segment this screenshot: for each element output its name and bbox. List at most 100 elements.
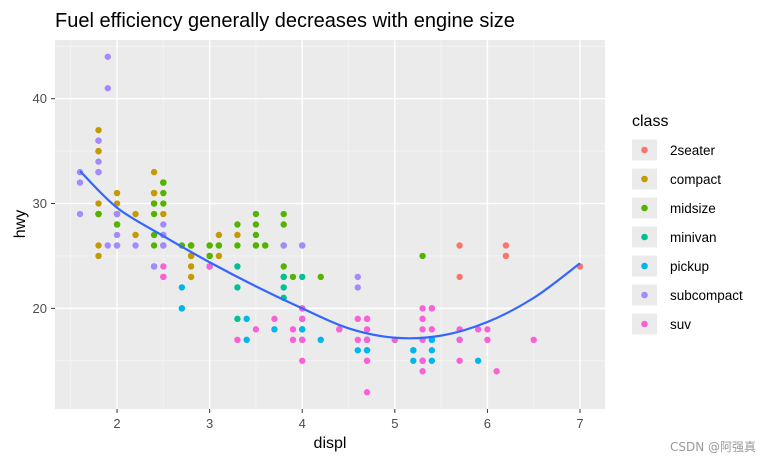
minor-gridlines [55,40,605,409]
data-point-midsize [160,179,167,186]
legend-label: minivan [670,230,717,245]
plot-panel [55,40,605,409]
data-point-compact [150,168,158,176]
legend-key-point [641,146,648,154]
data-point-suv [234,336,241,344]
data-point-subcompact [95,137,102,144]
data-point-minivan [280,284,287,291]
legend-label: 2seater [670,143,716,158]
data-point-midsize [215,242,223,249]
data-point-suv [363,336,371,344]
x-tick-label: 2 [113,416,120,431]
data-point-midsize [160,200,167,207]
data-point-suv [271,315,278,323]
legend-key-point [641,320,648,328]
legend-key-point [641,291,648,299]
legend-item-midsize: midsize [632,197,716,219]
data-point-suv [299,336,306,344]
data-point-suv [456,357,463,364]
legend-label: midsize [670,201,716,216]
data-point-subcompact [104,242,111,249]
data-point-compact [95,200,102,207]
data-point-subcompact [354,273,361,281]
x-axis-title: displ [314,435,347,452]
data-point-compact [187,252,195,260]
data-point-suv [419,368,426,375]
data-point-2seater [456,242,463,249]
data-point-suv [493,368,500,375]
legend-item-pickup: pickup [632,255,709,277]
data-point-pickup [428,347,436,354]
data-point-suv [456,336,463,344]
data-point-subcompact [104,53,111,60]
data-point-2seater [502,252,510,260]
legend-key-point [641,175,648,183]
data-point-midsize [150,231,158,239]
data-point-midsize [160,189,167,197]
data-point-midsize [206,242,213,249]
data-point-midsize [289,273,297,281]
data-point-subcompact [354,284,361,291]
data-point-suv [419,357,426,364]
data-point-suv [363,357,371,364]
data-point-subcompact [76,210,84,218]
data-point-suv [428,326,436,333]
legend: class 2seater compact midsize minivan pickup… [632,113,743,335]
data-point-2seater [502,242,510,249]
data-point-subcompact [150,263,158,270]
data-point-subcompact [160,242,167,249]
data-point-subcompact [113,231,121,239]
data-point-suv [289,326,297,333]
points-layer [76,53,584,396]
legend-item-compact: compact [632,168,721,190]
data-point-minivan [299,273,306,281]
x-tick-label: 7 [576,416,583,431]
data-point-midsize [280,221,287,228]
data-point-suv [428,305,436,312]
y-axis: 20 30 40 [33,91,55,316]
data-point-compact [113,189,121,197]
data-point-suv [419,315,426,323]
data-point-compact [150,189,158,197]
data-point-compact [160,210,167,218]
x-axis: 2 3 4 5 6 7 [113,409,584,431]
data-point-suv [289,336,297,344]
data-point-compact [95,147,102,155]
legend-key-point [641,204,648,212]
legend-item-2seater: 2seater [632,139,716,161]
trend-line [79,170,581,340]
data-point-suv [363,326,371,333]
data-point-pickup [410,347,417,354]
data-point-suv [419,326,426,333]
data-point-compact [187,263,195,270]
legend-key-point [641,233,648,241]
data-point-pickup [271,326,278,333]
y-tick-label: 40 [33,91,47,106]
data-point-suv [354,315,361,323]
legend-item-subcompact: subcompact [632,284,743,306]
data-point-pickup [474,357,482,364]
data-point-suv [363,315,371,323]
data-point-midsize [187,242,195,249]
data-point-minivan [234,284,241,291]
legend-title: class [632,113,668,130]
major-gridlines [55,40,605,409]
legend-items: 2seater compact midsize minivan pickup subcom… [632,139,743,335]
data-point-suv [299,315,306,323]
data-point-compact [95,126,102,134]
data-point-suv [206,263,213,270]
data-point-subcompact [132,242,139,249]
data-point-pickup [178,305,186,312]
data-point-compact [132,210,139,218]
y-tick-label: 20 [33,301,47,316]
data-point-suv [336,326,343,333]
data-point-minivan [234,263,241,270]
data-point-subcompact [95,168,102,176]
data-point-midsize [280,210,287,218]
data-point-minivan [234,315,241,323]
data-point-suv [474,326,482,333]
x-tick-label: 4 [299,416,306,431]
data-point-subcompact [113,242,121,249]
watermark: CSDN @阿强真 [669,440,756,454]
